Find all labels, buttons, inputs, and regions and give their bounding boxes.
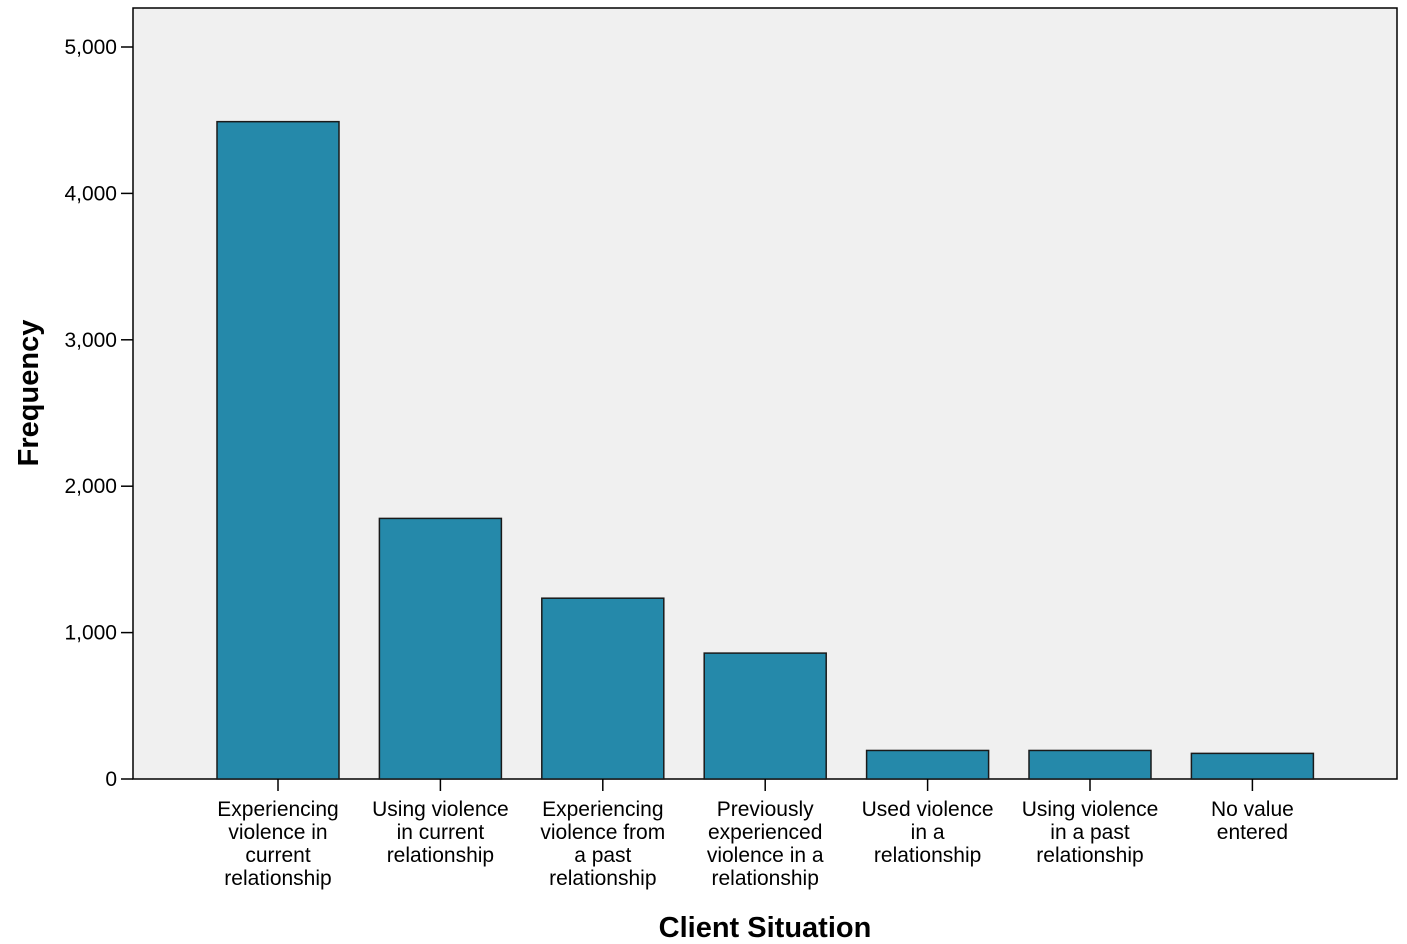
y-tick-label: 5,000 bbox=[64, 36, 117, 59]
x-axis-title: Client Situation bbox=[659, 912, 872, 944]
bar bbox=[1190, 752, 1315, 780]
x-tick-label: Experiencing violence from a past relations… bbox=[540, 798, 665, 890]
y-axis-title: Frequency bbox=[13, 320, 45, 467]
y-tick-label: 3,000 bbox=[64, 329, 117, 352]
bar bbox=[378, 517, 503, 780]
x-axis: Experiencing violence in current relationsh… bbox=[217, 779, 1294, 890]
bar bbox=[865, 749, 990, 780]
bar bbox=[703, 652, 827, 780]
plot-area bbox=[132, 7, 1398, 780]
bar bbox=[541, 597, 665, 780]
y-tick-label: 1,000 bbox=[64, 622, 117, 645]
x-tick-label: Using violence in current relationship bbox=[372, 798, 509, 867]
y-axis: 0 1,000 2,000 3,000 4,000 5,000 bbox=[64, 36, 133, 791]
x-tick-label: Using violence in a past relationship bbox=[1022, 798, 1159, 867]
y-tick-label: 0 bbox=[105, 768, 117, 791]
y-tick-label: 2,000 bbox=[64, 475, 117, 498]
bar bbox=[216, 120, 340, 780]
bars-group bbox=[216, 120, 1315, 780]
x-tick-label: Used violence in a relationship bbox=[862, 798, 994, 867]
bar bbox=[1028, 749, 1152, 780]
x-tick-label: Previously experienced violence in a relati… bbox=[707, 798, 824, 890]
x-tick-label: No value entered bbox=[1211, 798, 1294, 844]
y-tick-label: 4,000 bbox=[64, 182, 117, 205]
x-tick-label: Experiencing violence in current relationsh… bbox=[217, 798, 338, 890]
